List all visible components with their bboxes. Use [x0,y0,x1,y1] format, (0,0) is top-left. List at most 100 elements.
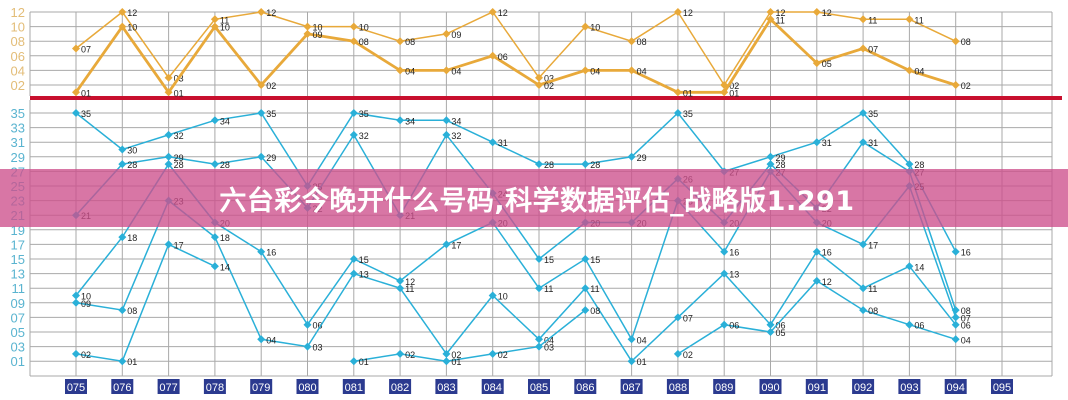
data-label: 14 [220,262,230,272]
data-label: 04 [590,66,600,76]
data-point [951,313,960,322]
data-point [720,269,729,278]
series-line [75,111,957,253]
data-label: 08 [868,306,878,316]
y-tick-label: 15 [11,252,25,267]
data-label: 02 [451,350,461,360]
data-point [210,233,219,242]
data-label: 04 [637,335,647,345]
data-label: 01 [359,357,369,367]
data-point [349,22,358,31]
data-point [442,66,451,75]
data-label: 11 [868,15,877,25]
period-label: 086 [576,382,594,394]
data-label: 29 [776,153,786,163]
data-label: 02 [498,350,508,360]
data-point [627,335,636,344]
period-box [620,379,643,394]
y-tick-label: 35 [11,106,25,121]
period-box [528,379,550,394]
data-point [118,233,127,242]
data-label: 32 [174,131,184,141]
data-label: 03 [544,74,554,84]
data-point [118,8,127,16]
data-point [210,160,219,169]
data-label: 31 [868,138,878,148]
data-label: 28 [127,160,137,170]
period-label: 090 [761,382,779,394]
data-point [535,284,543,293]
period-label: 087 [622,382,640,394]
data-label: 35 [868,109,878,119]
data-label: 35 [683,109,693,119]
data-label: 10 [127,23,137,33]
data-point [812,276,821,285]
data-label: 06 [498,52,508,62]
data-point [118,160,127,169]
y-tick-label: 29 [11,150,25,165]
period-box [944,379,967,394]
data-point [164,160,173,169]
data-label: 35 [359,109,369,119]
data-point [766,15,775,24]
data-label: 34 [405,116,415,126]
data-label: 16 [266,248,276,258]
data-point [720,247,729,256]
data-point [72,349,80,358]
period-box [666,379,689,394]
data-point [905,66,914,75]
data-point [905,15,914,24]
data-point [303,29,312,38]
period-label: 081 [345,382,363,394]
data-point [488,51,497,60]
data-label: 04 [544,335,554,345]
data-point [812,59,821,68]
y-tick-label: 02 [11,78,25,93]
data-point [859,240,868,249]
data-point [396,37,405,46]
data-point [627,37,636,46]
data-label: 31 [822,138,832,148]
data-point [673,313,682,322]
data-point [210,15,219,24]
data-label: 08 [359,37,369,47]
data-label: 06 [914,321,924,331]
series-line [75,199,957,363]
data-label: 11 [405,284,414,294]
data-point [210,22,219,31]
data-label: 08 [637,37,647,47]
y-tick-label: 05 [11,325,25,340]
data-point [859,15,868,24]
data-point [627,66,636,75]
y-tick-label: 06 [11,49,25,64]
data-point [859,306,868,315]
period-box [481,379,504,394]
data-point [488,138,497,147]
data-point [766,8,775,16]
data-label: 12 [127,8,137,18]
period-label: 075 [67,382,85,394]
data-point [905,320,914,329]
data-point [720,88,729,97]
data-label: 12 [498,8,508,18]
data-label: 01 [81,88,91,98]
period-label: 077 [159,382,177,394]
data-label: 14 [914,262,924,272]
data-point [303,22,312,31]
data-point [859,284,868,293]
data-point [581,160,590,169]
data-label: 34 [220,116,230,126]
data-point [257,152,266,161]
data-label: 05 [822,59,832,69]
data-point [442,29,451,38]
data-label: 32 [359,131,369,141]
data-point [72,44,80,53]
data-label: 13 [359,270,369,280]
period-box [805,379,828,394]
data-point [210,262,219,271]
data-point [812,138,821,147]
data-point [164,88,173,97]
data-point [535,160,543,169]
banner-title: 六台彩今晚开什么号码,科学数据评估_战略版1.291 [219,185,855,217]
data-point [349,255,358,263]
